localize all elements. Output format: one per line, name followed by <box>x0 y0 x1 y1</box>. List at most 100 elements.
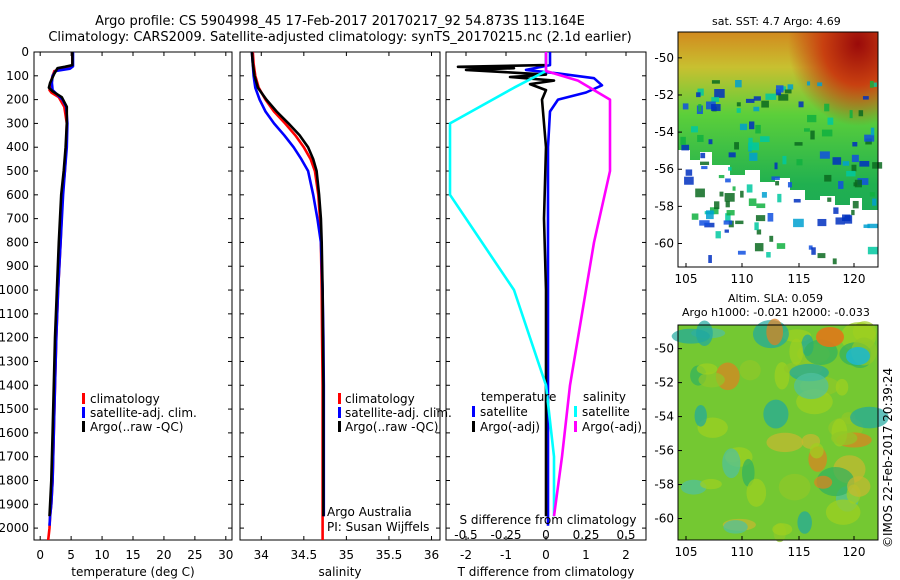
sla-blob <box>741 458 755 487</box>
sst-speck <box>817 218 827 227</box>
y-tick-label: 300 <box>6 116 29 130</box>
sst-map-specks <box>680 80 883 265</box>
legend-swatch-climatology <box>82 393 85 404</box>
sst-speck <box>824 174 832 182</box>
sst-speck <box>728 152 736 158</box>
sst-speck <box>765 93 777 100</box>
sla-blob <box>766 318 784 346</box>
sst-speck <box>708 139 713 145</box>
sst-speck <box>774 162 778 170</box>
sst-speck <box>827 117 834 125</box>
sst-speck <box>684 176 694 185</box>
sst-speck <box>761 100 769 108</box>
map-y-tick-label: -50 <box>654 51 674 65</box>
sst-speck <box>725 213 731 222</box>
sst-speck <box>817 253 826 259</box>
y-tick-label: 1900 <box>0 497 29 511</box>
series-line-s-argo-adj- <box>544 52 612 517</box>
legend-label-climatology: climatology <box>90 392 160 406</box>
y-tick-label: 200 <box>6 93 29 107</box>
sst-speck <box>798 101 804 108</box>
sst-speck <box>685 169 693 176</box>
legend-swatch-s-satellite <box>574 406 577 417</box>
sst-speck <box>746 184 753 193</box>
sst-speck <box>793 218 804 228</box>
sst-speck <box>682 103 689 110</box>
series-line-t-satellite <box>524 52 604 526</box>
y-tick-label: 0 <box>21 45 29 59</box>
y-tick-label: 1200 <box>0 331 29 345</box>
x-tick-label: 34.5 <box>290 548 317 562</box>
sla-blob <box>778 473 811 501</box>
sla-map-title-line-2: Argo h1000: -0.021 h2000: -0.033 <box>682 306 870 319</box>
sst-map-frame <box>677 31 879 268</box>
sst-speck <box>811 247 816 255</box>
imos-credit: ©IMOS 22-Feb-2017 20:39:24 <box>881 368 895 548</box>
sla-blob <box>723 520 748 534</box>
sst-speck <box>695 188 705 198</box>
sst-speck <box>709 207 719 215</box>
sst-speck <box>740 190 744 198</box>
sla-blob <box>847 476 871 497</box>
sst-speck <box>851 154 859 163</box>
x-tick-label: 0 <box>542 548 550 562</box>
sla-blob <box>696 320 713 346</box>
sst-speck <box>724 229 729 233</box>
sst-speck <box>857 178 869 185</box>
sst-speck <box>696 92 701 98</box>
sst-speck <box>711 80 720 84</box>
x-tick-label: 0 <box>36 548 44 562</box>
s-tick-label: 0.25 <box>573 528 600 542</box>
sst-speck <box>756 203 766 209</box>
sst-speck <box>817 82 823 87</box>
s-tick-label: 0 <box>542 528 550 542</box>
sla-blob <box>852 321 877 343</box>
sst-speck <box>749 152 758 161</box>
sst-speck <box>870 127 875 136</box>
y-tick-label: 1300 <box>0 354 29 368</box>
sst-speck <box>748 121 755 130</box>
title-line-1: Argo profile: CS 5904998_45 17-Feb-2017 … <box>95 14 585 29</box>
sst-speck <box>708 255 712 263</box>
title-line-2: Climatology: CARS2009. Satellite-adjuste… <box>48 30 632 45</box>
sst-speck <box>869 192 875 197</box>
sst-map <box>677 31 883 268</box>
sla-blob <box>797 511 812 534</box>
sst-speck <box>842 214 851 222</box>
sst-speck <box>793 198 801 203</box>
sst-speck <box>715 231 721 239</box>
legend-label-climatology: climatology <box>345 392 415 406</box>
sla-map-title-line-1: Altim. SLA: 0.059 <box>728 292 824 305</box>
sst-speck <box>824 103 830 112</box>
legend-label-sat-clim: satellite-adj. clim. <box>345 406 452 420</box>
sst-speck <box>735 80 742 88</box>
sst-speck <box>748 142 760 151</box>
y-tick-label: 600 <box>6 188 29 202</box>
sla-blob <box>763 399 789 429</box>
x-tick-label: 34 <box>254 548 269 562</box>
sst-speck <box>771 176 780 180</box>
map-y-tick-label: -52 <box>654 88 674 102</box>
sst-speck <box>760 136 770 142</box>
sst-speck <box>819 151 830 159</box>
sst-speck <box>728 166 732 171</box>
legend-label-sat-clim: satellite-adj. clim. <box>90 406 197 420</box>
legend-swatch-sat-clim <box>82 407 85 418</box>
y-tick-label: 1700 <box>0 450 29 464</box>
sst-speck <box>755 124 761 134</box>
sst-speck <box>810 130 815 140</box>
map-y-tick-label: -60 <box>654 237 674 251</box>
sst-speck <box>748 137 753 147</box>
legend-title-salinity: salinity <box>583 390 626 404</box>
sst-speck <box>796 159 803 166</box>
map-y-tick-label: -56 <box>654 444 674 458</box>
sst-speck <box>754 222 759 231</box>
temperature-legend: climatology satellite-adj. clim. Argo(..… <box>82 392 197 434</box>
sla-map <box>671 318 889 543</box>
sst-speck <box>808 245 813 250</box>
map-y-tick-label: -54 <box>654 410 674 424</box>
s-tick-label: -0.5 <box>454 528 477 542</box>
sst-speck <box>782 155 787 165</box>
sst-speck <box>851 209 855 216</box>
map-y-tick-label: -50 <box>654 342 674 356</box>
